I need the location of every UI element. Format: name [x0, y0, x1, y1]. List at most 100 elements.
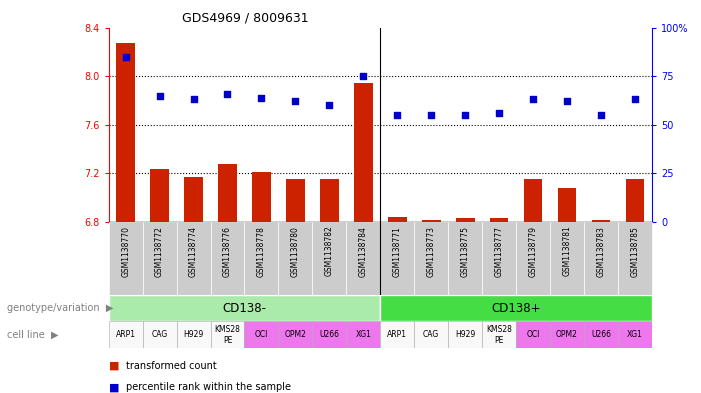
Text: ■: ■ — [109, 361, 119, 371]
Bar — [150, 169, 169, 222]
Bar — [142, 321, 177, 348]
Point — [562, 98, 573, 105]
Text: KMS28
PE: KMS28 PE — [215, 325, 240, 345]
Text: cell line  ▶: cell line ▶ — [7, 330, 58, 340]
Point — [290, 98, 301, 105]
Bar — [313, 321, 346, 348]
Bar — [448, 321, 482, 348]
Text: H929: H929 — [455, 331, 475, 339]
Bar — [210, 321, 245, 348]
Text: GSM1138779: GSM1138779 — [529, 226, 538, 277]
Text: OPM2: OPM2 — [556, 331, 578, 339]
Text: ARP1: ARP1 — [116, 331, 135, 339]
Bar — [584, 222, 618, 295]
Text: CD138+: CD138+ — [491, 301, 541, 315]
Bar — [388, 217, 407, 222]
Text: percentile rank within the sample: percentile rank within the sample — [126, 382, 291, 393]
Bar — [558, 188, 576, 222]
Text: GSM1138784: GSM1138784 — [359, 226, 368, 277]
Point — [494, 110, 505, 116]
Text: GSM1138774: GSM1138774 — [189, 226, 198, 277]
Bar — [524, 180, 543, 222]
Text: GSM1138780: GSM1138780 — [291, 226, 300, 277]
Text: GSM1138776: GSM1138776 — [223, 226, 232, 277]
Bar — [278, 222, 313, 295]
Bar — [346, 222, 381, 295]
Bar — [550, 222, 584, 295]
Bar — [116, 43, 135, 222]
Bar — [550, 321, 584, 348]
Text: ■: ■ — [109, 382, 119, 393]
Bar — [482, 321, 516, 348]
Text: GSM1138777: GSM1138777 — [495, 226, 503, 277]
Text: XG1: XG1 — [627, 331, 643, 339]
Bar — [245, 321, 278, 348]
Point — [595, 112, 606, 118]
Text: GSM1138785: GSM1138785 — [630, 226, 639, 277]
Bar — [109, 321, 142, 348]
Bar — [177, 321, 210, 348]
Point — [629, 96, 641, 103]
Text: CAG: CAG — [151, 331, 168, 339]
Bar — [109, 222, 142, 295]
Bar — [346, 321, 381, 348]
Text: transformed count: transformed count — [126, 361, 217, 371]
Text: U266: U266 — [591, 331, 611, 339]
Text: GSM1138778: GSM1138778 — [257, 226, 266, 277]
Text: U266: U266 — [320, 331, 339, 339]
Bar — [592, 220, 611, 222]
Bar — [184, 177, 203, 222]
Point — [527, 96, 538, 103]
Bar — [142, 222, 177, 295]
Text: GSM1138772: GSM1138772 — [155, 226, 164, 277]
Bar — [516, 321, 550, 348]
Text: XG1: XG1 — [355, 331, 372, 339]
Point — [154, 92, 165, 99]
Bar — [218, 163, 237, 222]
Text: CAG: CAG — [423, 331, 440, 339]
Point — [188, 96, 199, 103]
Bar — [381, 321, 414, 348]
Text: GSM1138775: GSM1138775 — [461, 226, 470, 277]
Point — [324, 102, 335, 108]
Bar — [516, 222, 550, 295]
Bar — [109, 295, 381, 321]
Bar — [618, 222, 652, 295]
Bar — [245, 222, 278, 295]
Point — [256, 94, 267, 101]
Bar — [618, 321, 652, 348]
Text: H929: H929 — [184, 331, 204, 339]
Text: GDS4969 / 8009631: GDS4969 / 8009631 — [182, 12, 308, 25]
Bar — [490, 219, 508, 222]
Point — [426, 112, 437, 118]
Bar — [448, 222, 482, 295]
Point — [358, 73, 369, 79]
Bar — [381, 222, 414, 295]
Point — [392, 112, 403, 118]
Text: OPM2: OPM2 — [285, 331, 306, 339]
Bar — [313, 222, 346, 295]
Text: GSM1138783: GSM1138783 — [597, 226, 606, 277]
Bar — [584, 321, 618, 348]
Bar — [252, 172, 271, 222]
Text: GSM1138771: GSM1138771 — [393, 226, 402, 277]
Text: ARP1: ARP1 — [387, 331, 407, 339]
Text: GSM1138773: GSM1138773 — [427, 226, 436, 277]
Bar — [456, 219, 475, 222]
Bar — [278, 321, 313, 348]
Text: KMS28
PE: KMS28 PE — [486, 325, 512, 345]
Text: GSM1138781: GSM1138781 — [562, 226, 571, 276]
Text: OCI: OCI — [254, 331, 268, 339]
Text: GSM1138782: GSM1138782 — [325, 226, 334, 276]
Bar — [482, 222, 516, 295]
Bar — [177, 222, 210, 295]
Bar — [286, 180, 305, 222]
Bar — [381, 295, 652, 321]
Bar — [625, 180, 644, 222]
Bar — [210, 222, 245, 295]
Text: OCI: OCI — [526, 331, 540, 339]
Bar — [414, 222, 448, 295]
Bar — [414, 321, 448, 348]
Text: GSM1138770: GSM1138770 — [121, 226, 130, 277]
Bar — [320, 180, 339, 222]
